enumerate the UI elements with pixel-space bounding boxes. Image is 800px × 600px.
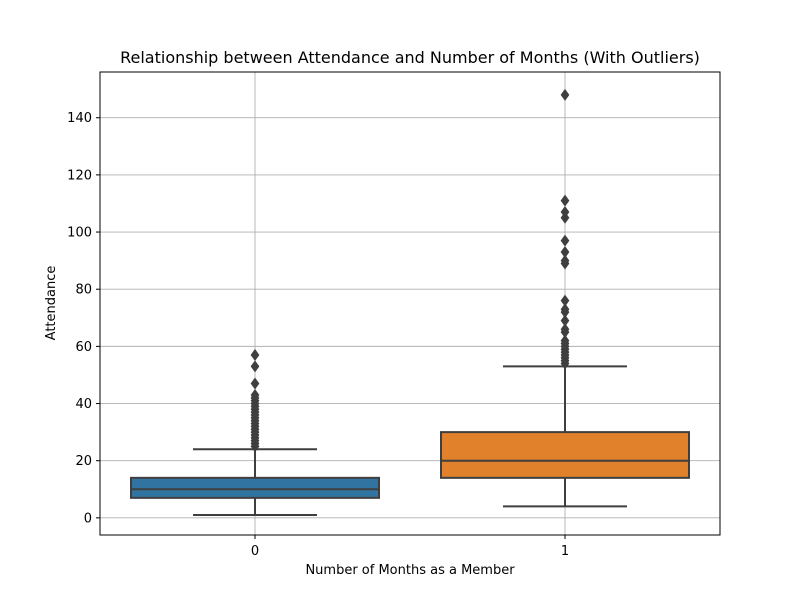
x-axis-label: Number of Months as a Member <box>305 563 515 578</box>
outlier-point <box>560 294 570 307</box>
box-iqr <box>130 476 380 499</box>
box-group-0 <box>130 348 380 516</box>
y-tick-label: 60 <box>75 340 92 355</box>
outlier-point <box>560 334 570 347</box>
y-tick-label: 100 <box>67 226 92 241</box>
outlier-point <box>560 303 570 316</box>
outlier-point <box>560 234 570 247</box>
y-tick-label: 20 <box>75 454 92 469</box>
chart-title: Relationship between Attendance and Numb… <box>120 48 700 67</box>
outlier-point <box>250 348 260 361</box>
y-tick-label: 0 <box>84 511 92 526</box>
y-tick-label: 140 <box>67 111 92 126</box>
outlier-point <box>560 323 570 336</box>
outlier-point <box>560 246 570 259</box>
box-group-1 <box>440 88 690 508</box>
outlier-point <box>250 360 260 373</box>
y-tick-label: 120 <box>67 168 92 183</box>
y-axis-label: Attendance <box>44 266 59 341</box>
outlier-point <box>560 206 570 219</box>
x-tick-label: 1 <box>561 544 569 559</box>
outlier-point <box>560 88 570 101</box>
plot-frame <box>99 71 721 536</box>
outlier-point <box>250 377 260 390</box>
boxes <box>130 88 690 516</box>
box-iqr <box>440 431 690 479</box>
outlier-point <box>560 254 570 267</box>
y-axis-ticks: 0 20 40 60 80 100 120 140 <box>67 111 100 526</box>
x-tick-label: 0 <box>251 544 259 559</box>
outlier-point <box>250 388 260 401</box>
y-tick-label: 80 <box>75 283 92 298</box>
outlier-point <box>560 314 570 327</box>
y-tick-label: 40 <box>75 397 92 412</box>
outlier-point <box>560 194 570 207</box>
